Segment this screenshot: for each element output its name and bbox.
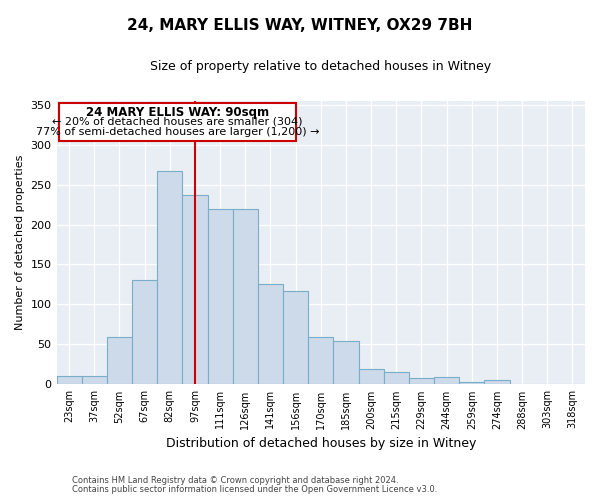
Text: ← 20% of detached houses are smaller (304): ← 20% of detached houses are smaller (30…	[52, 116, 302, 126]
Bar	[233, 210, 258, 384]
Text: Contains public sector information licensed under the Open Government Licence v3: Contains public sector information licen…	[72, 485, 437, 494]
Text: 77% of semi-detached houses are larger (1,200) →: 77% of semi-detached houses are larger (…	[35, 127, 319, 137]
Y-axis label: Number of detached properties: Number of detached properties	[15, 155, 25, 330]
Text: 24 MARY ELLIS WAY: 90sqm: 24 MARY ELLIS WAY: 90sqm	[86, 106, 269, 119]
Bar	[334, 341, 359, 384]
Bar	[434, 377, 459, 384]
Bar	[107, 338, 132, 384]
Bar	[182, 195, 208, 384]
Bar	[283, 291, 308, 384]
Title: Size of property relative to detached houses in Witney: Size of property relative to detached ho…	[150, 60, 491, 73]
Bar	[82, 376, 107, 384]
Bar	[208, 210, 233, 384]
Bar	[258, 284, 283, 384]
Bar	[56, 376, 82, 384]
Bar	[459, 382, 484, 384]
Bar	[157, 171, 182, 384]
Bar	[484, 380, 509, 384]
Bar	[132, 280, 157, 384]
Bar	[308, 338, 334, 384]
FancyBboxPatch shape	[59, 103, 296, 141]
Bar	[383, 372, 409, 384]
Text: 24, MARY ELLIS WAY, WITNEY, OX29 7BH: 24, MARY ELLIS WAY, WITNEY, OX29 7BH	[127, 18, 473, 32]
Text: Contains HM Land Registry data © Crown copyright and database right 2024.: Contains HM Land Registry data © Crown c…	[72, 476, 398, 485]
Bar	[359, 369, 383, 384]
Bar	[409, 378, 434, 384]
X-axis label: Distribution of detached houses by size in Witney: Distribution of detached houses by size …	[166, 437, 476, 450]
